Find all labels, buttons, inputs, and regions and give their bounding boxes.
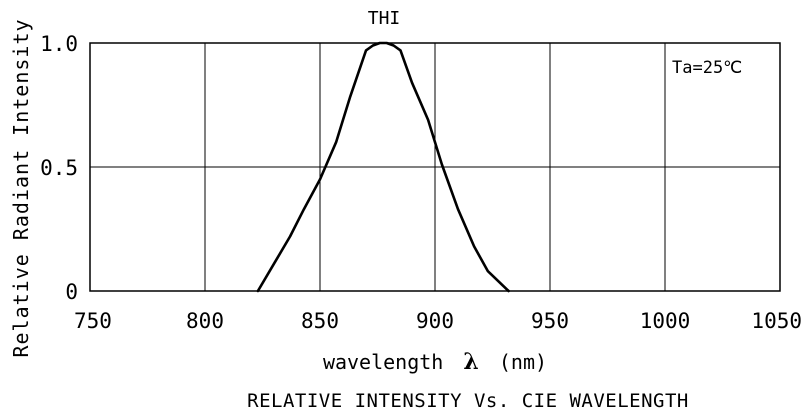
x-tick-label: 750	[74, 309, 112, 333]
y-tick-labels: 0 0.5 1.0	[40, 32, 78, 304]
y-tick-label: 0.5	[40, 156, 78, 180]
x-axis-label-unit: (nm)	[499, 350, 547, 374]
x-tick-label: 900	[416, 309, 454, 333]
series-layer	[256, 41, 510, 293]
x-tick-label: 850	[301, 309, 339, 333]
x-tick-labels: 750 800 850 900 950 1000 1050	[74, 309, 802, 333]
grid	[89, 42, 781, 292]
y-tick-label: 0	[65, 280, 78, 304]
x-tick-label: 950	[531, 309, 569, 333]
chart-title: THI	[368, 8, 401, 29]
chart-caption: RELATIVE INTENSITY Vs. CIE WAVELENGTH	[247, 390, 689, 412]
temperature-annotation: Ta=25℃	[672, 58, 742, 78]
lambda-symbol: λ	[463, 349, 478, 375]
y-tick-label: 1.0	[40, 32, 78, 56]
x-tick-label: 1050	[751, 309, 802, 333]
x-tick-label: 1000	[640, 309, 691, 333]
x-axis-label: wavelength λ (nm)	[323, 349, 547, 375]
y-axis-label: Relative Radiant Intensity	[9, 18, 33, 357]
plot-frame	[89, 42, 781, 292]
series-line	[256, 41, 510, 293]
x-tick-label: 800	[186, 309, 224, 333]
x-axis-label-text: wavelength	[323, 350, 443, 374]
